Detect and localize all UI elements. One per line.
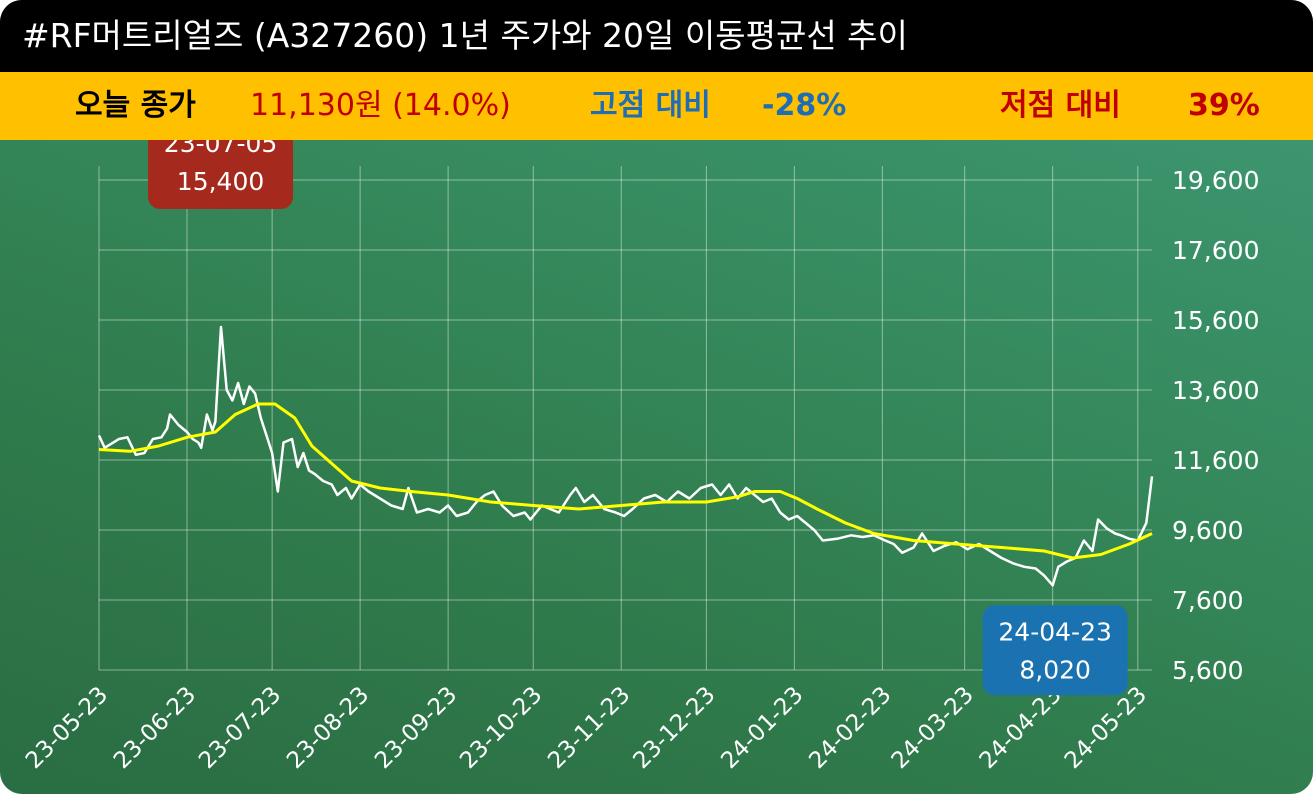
high-callout: 23-07-05 15,400 xyxy=(148,140,294,209)
y-tick-label: 9,600 xyxy=(1172,516,1244,545)
high-value: -28% xyxy=(762,88,847,123)
y-tick-label: 13,600 xyxy=(1172,376,1259,405)
x-tick-label: 24-01-23 xyxy=(716,682,808,774)
page-title: #RF머트리얼즈 (A327260) 1년 주가와 20일 이동평균선 추이 xyxy=(0,0,1313,72)
x-tick-label: 23-06-23 xyxy=(109,682,201,774)
high-label: 고점 대비 xyxy=(590,88,711,123)
price-chart: 19,600 17,600 15,600 13,600 11,600 9,600 7,600… xyxy=(21,140,1259,774)
low-callout-box xyxy=(982,605,1128,696)
x-tick-label: 23-07-23 xyxy=(194,682,286,774)
close-label: 오늘 종가 xyxy=(75,88,196,123)
x-tick-label: 24-03-23 xyxy=(887,682,979,774)
x-tick-label: 24-04-23 xyxy=(975,682,1067,774)
high-callout-value: 15,400 xyxy=(177,167,264,196)
stats-bar: 오늘 종가 11,130원 (14.0%) 고점 대비 -28% 저점 대비 3… xyxy=(0,72,1313,140)
low-value: 39% xyxy=(1188,88,1260,123)
y-tick-label: 11,600 xyxy=(1172,446,1259,475)
x-tick-label: 24-05-23 xyxy=(1060,682,1152,774)
low-callout: 24-04-23 8,020 xyxy=(982,605,1128,696)
x-tick-label: 23-11-23 xyxy=(543,682,635,774)
x-tick-label: 23-12-23 xyxy=(628,682,720,774)
x-tick-label: 23-10-23 xyxy=(455,682,547,774)
y-tick-label: 19,600 xyxy=(1172,166,1259,195)
y-tick-label: 15,600 xyxy=(1172,306,1259,335)
high-callout-box xyxy=(148,140,294,209)
x-tick-label: 23-09-23 xyxy=(370,682,462,774)
y-tick-label: 5,600 xyxy=(1172,656,1244,685)
y-tick-label: 17,600 xyxy=(1172,236,1259,265)
x-tick-label: 23-08-23 xyxy=(282,682,374,774)
moving-average-line xyxy=(98,402,1153,560)
low-callout-date: 24-04-23 xyxy=(998,617,1111,646)
x-tick-label: 24-02-23 xyxy=(804,682,896,774)
y-tick-label: 7,600 xyxy=(1172,586,1244,615)
high-callout-date: 23-07-05 xyxy=(164,140,277,158)
low-callout-value: 8,020 xyxy=(1019,655,1091,684)
close-value: 11,130원 (14.0%) xyxy=(250,88,511,123)
low-label: 저점 대비 xyxy=(1000,88,1121,123)
x-tick-label: 23-05-23 xyxy=(21,682,113,774)
